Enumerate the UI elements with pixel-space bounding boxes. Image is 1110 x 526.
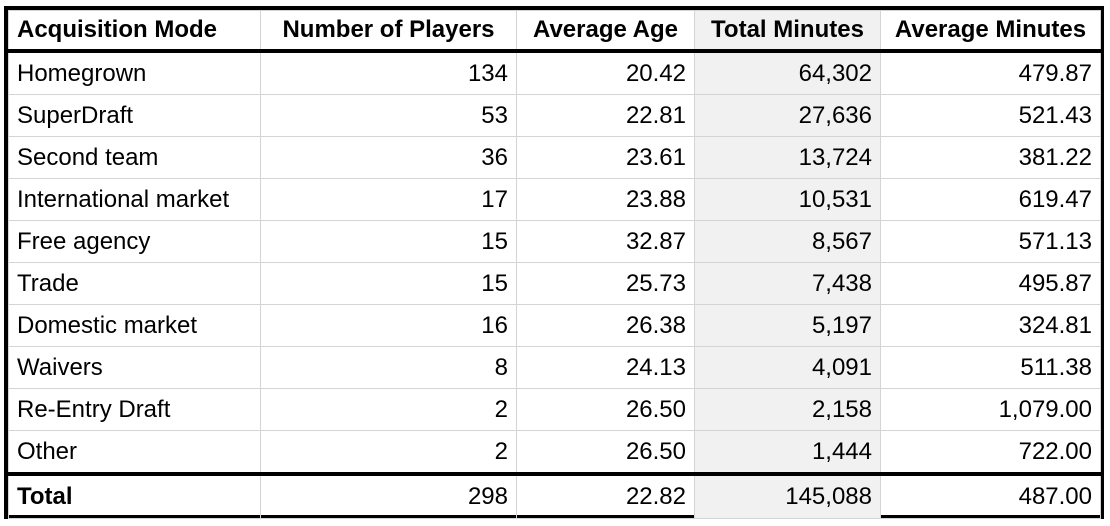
header-average-minutes: Average Minutes [880,10,1101,53]
cell-age: 25.73 [516,262,695,305]
table-row: Other 2 26.50 1,444 722.00 [8,430,1101,475]
cell-age: 26.50 [516,430,695,475]
cell-total-minutes: 5,197 [694,304,881,347]
cell-age: 22.81 [516,94,695,137]
header-average-age: Average Age [516,10,695,53]
cell-mode: Trade [8,262,261,305]
cell-total-minutes: 1,444 [694,430,881,475]
table-row: Trade 15 25.73 7,438 495.87 [8,262,1101,305]
header-total-minutes: Total Minutes [694,10,881,53]
cell-average-minutes: 381.22 [880,136,1101,179]
table-row: Re-Entry Draft 2 26.50 2,158 1,079.00 [8,388,1101,431]
cell-age: 32.87 [516,220,695,263]
cell-average-minutes: 619.47 [880,178,1101,221]
cell-average-minutes: 511.38 [880,346,1101,389]
cell-total-minutes: 4,091 [694,346,881,389]
cell-players: 53 [260,94,517,137]
cell-players: 2 [260,430,517,475]
cell-total-minutes: 13,724 [694,136,881,179]
cell-total-minutes: 2,158 [694,388,881,431]
table-row: Homegrown 134 20.42 64,302 479.87 [8,50,1101,95]
cell-age: 26.38 [516,304,695,347]
cell-age: 26.50 [516,388,695,431]
total-label: Total [8,472,261,519]
header-row: Acquisition Mode Number of Players Avera… [8,10,1101,53]
cell-total-minutes: 27,636 [694,94,881,137]
table-row: Waivers 8 24.13 4,091 511.38 [8,346,1101,389]
cell-mode: International market [8,178,261,221]
total-minutes: 145,088 [694,472,881,519]
table-row: Free agency 15 32.87 8,567 571.13 [8,220,1101,263]
cell-players: 16 [260,304,517,347]
table-row: SuperDraft 53 22.81 27,636 521.43 [8,94,1101,137]
table-row: Second team 36 23.61 13,724 381.22 [8,136,1101,179]
cell-total-minutes: 64,302 [694,50,881,95]
cell-average-minutes: 1,079.00 [880,388,1101,431]
cell-mode: Second team [8,136,261,179]
cell-average-minutes: 521.43 [880,94,1101,137]
table-row: Domestic market 16 26.38 5,197 324.81 [8,304,1101,347]
cell-mode: Re-Entry Draft [8,388,261,431]
acquisition-table: Acquisition Mode Number of Players Avera… [8,10,1101,519]
cell-mode: SuperDraft [8,94,261,137]
cell-mode: Other [8,430,261,475]
acquisition-table-container: Acquisition Mode Number of Players Avera… [4,6,1104,519]
cell-mode: Domestic market [8,304,261,347]
cell-average-minutes: 324.81 [880,304,1101,347]
total-age: 22.82 [516,472,695,519]
cell-players: 17 [260,178,517,221]
cell-average-minutes: 571.13 [880,220,1101,263]
cell-players: 2 [260,388,517,431]
cell-players: 15 [260,220,517,263]
table-row: International market 17 23.88 10,531 619… [8,178,1101,221]
cell-total-minutes: 8,567 [694,220,881,263]
cell-total-minutes: 7,438 [694,262,881,305]
header-acquisition-mode: Acquisition Mode [8,10,261,53]
cell-average-minutes: 479.87 [880,50,1101,95]
cell-players: 134 [260,50,517,95]
cell-age: 24.13 [516,346,695,389]
cell-age: 20.42 [516,50,695,95]
cell-players: 15 [260,262,517,305]
total-players: 298 [260,472,517,519]
total-average-minutes: 487.00 [880,472,1101,519]
cell-players: 36 [260,136,517,179]
cell-mode: Homegrown [8,50,261,95]
header-number-of-players: Number of Players [260,10,517,53]
cell-players: 8 [260,346,517,389]
cell-average-minutes: 495.87 [880,262,1101,305]
cell-mode: Waivers [8,346,261,389]
cell-mode: Free agency [8,220,261,263]
cell-average-minutes: 722.00 [880,430,1101,475]
cell-total-minutes: 10,531 [694,178,881,221]
cell-age: 23.61 [516,136,695,179]
cell-age: 23.88 [516,178,695,221]
total-row: Total 298 22.82 145,088 487.00 [8,472,1101,519]
